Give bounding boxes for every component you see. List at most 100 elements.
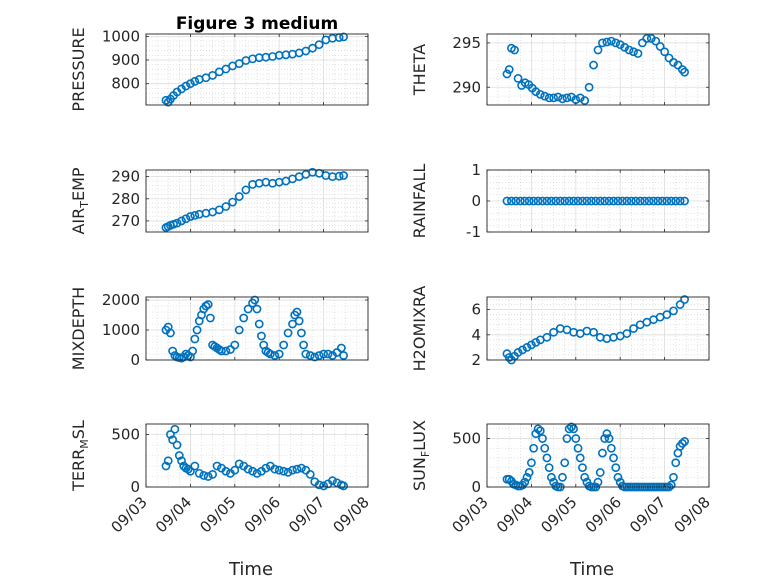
y-tick-label: 900 (111, 51, 140, 69)
data-point (580, 472, 590, 482)
data-series (161, 167, 348, 232)
data-series (161, 295, 348, 363)
data-point (653, 196, 663, 206)
y-tick-label: 0 (130, 478, 140, 496)
data-point (549, 93, 558, 103)
data-point (566, 422, 576, 432)
data-point (181, 81, 191, 91)
data-point (339, 481, 348, 491)
y-tick-label: -1 (466, 223, 481, 241)
data-point (174, 451, 184, 460)
y-tick-label: 1000 (102, 321, 140, 339)
data-point (205, 313, 215, 323)
data-point (177, 456, 186, 466)
data-point (252, 304, 262, 314)
data-point (221, 346, 231, 356)
data-point (646, 34, 656, 43)
data-point (593, 477, 603, 487)
data-point (161, 95, 171, 105)
data-point (540, 443, 550, 453)
data-point (664, 53, 674, 63)
data-point (633, 49, 643, 58)
data-point (615, 40, 625, 50)
data-point (582, 196, 592, 206)
data-point (212, 461, 222, 471)
data-point (546, 472, 556, 482)
data-point (166, 430, 175, 439)
data-point (177, 216, 186, 226)
data-point (613, 196, 623, 206)
data-point (560, 196, 570, 206)
x-tick-label: 09/08 (671, 493, 714, 536)
y-axis-label: H2OMIXRA (410, 286, 429, 372)
data-point (504, 353, 514, 362)
data-point (513, 348, 523, 357)
data-point (533, 424, 543, 434)
data-point (504, 474, 514, 484)
data-point (502, 69, 512, 79)
data-point (252, 468, 262, 478)
data-point (669, 472, 678, 482)
data-point (573, 443, 583, 453)
data-point (161, 461, 171, 471)
data-point (629, 324, 638, 333)
data-point (629, 47, 638, 57)
data-point (569, 424, 578, 434)
data-point (531, 337, 541, 347)
data-point (190, 210, 200, 220)
data-point (589, 60, 598, 70)
data-point (584, 82, 594, 92)
data-point (185, 79, 195, 89)
subplot-5: 0 1000 2000 MIXDEPTH (69, 287, 369, 370)
data-series (161, 424, 348, 491)
data-point (606, 443, 616, 453)
data-point (538, 196, 547, 206)
data-point (314, 40, 324, 50)
data-point (620, 42, 630, 52)
data-point (542, 332, 552, 342)
x-tick-label: 09/04 (152, 493, 195, 536)
subplot-8: 0 500 09/03 09/04 09/05 09/06 09/07 09/08 SUNFLU… (410, 420, 714, 580)
y-tick-label: 2 (471, 351, 481, 369)
axes-frame (145, 33, 369, 106)
data-point (642, 34, 652, 43)
data-point (230, 340, 240, 350)
data-point (208, 469, 217, 479)
data-point (591, 196, 601, 206)
data-series (502, 34, 689, 105)
data-point (660, 47, 669, 57)
axes-frame (486, 33, 710, 106)
data-point (511, 196, 521, 206)
axes-background (146, 297, 368, 360)
data-point (598, 448, 607, 458)
data-point (336, 343, 346, 353)
y-tick-label: 1000 (102, 27, 140, 45)
data-point (524, 468, 534, 477)
y-tick-label: 500 (452, 430, 481, 448)
data-point (261, 463, 271, 473)
data-point (578, 463, 587, 473)
y-axis-label: RAINFALL (410, 164, 429, 239)
data-point (502, 196, 512, 206)
data-point (551, 196, 561, 206)
y-tick-label: 290 (111, 168, 140, 186)
data-point (339, 171, 348, 180)
data-point (640, 196, 650, 206)
data-point (305, 469, 315, 479)
data-point (239, 313, 249, 323)
data-point (671, 196, 681, 206)
subplot-4: -1 0 1 RAINFALL (410, 161, 710, 241)
data-point (529, 443, 539, 453)
data-point (188, 346, 198, 356)
data-point (314, 351, 324, 360)
y-axis-label: THETA (410, 44, 429, 96)
x-tick-label: 09/08 (330, 493, 373, 536)
data-point (680, 437, 689, 446)
data-point (301, 349, 311, 359)
data-point (622, 329, 632, 338)
data-point (208, 71, 217, 80)
data-point (542, 453, 552, 463)
data-point (544, 93, 554, 103)
data-series (502, 422, 689, 492)
data-point (296, 463, 306, 473)
